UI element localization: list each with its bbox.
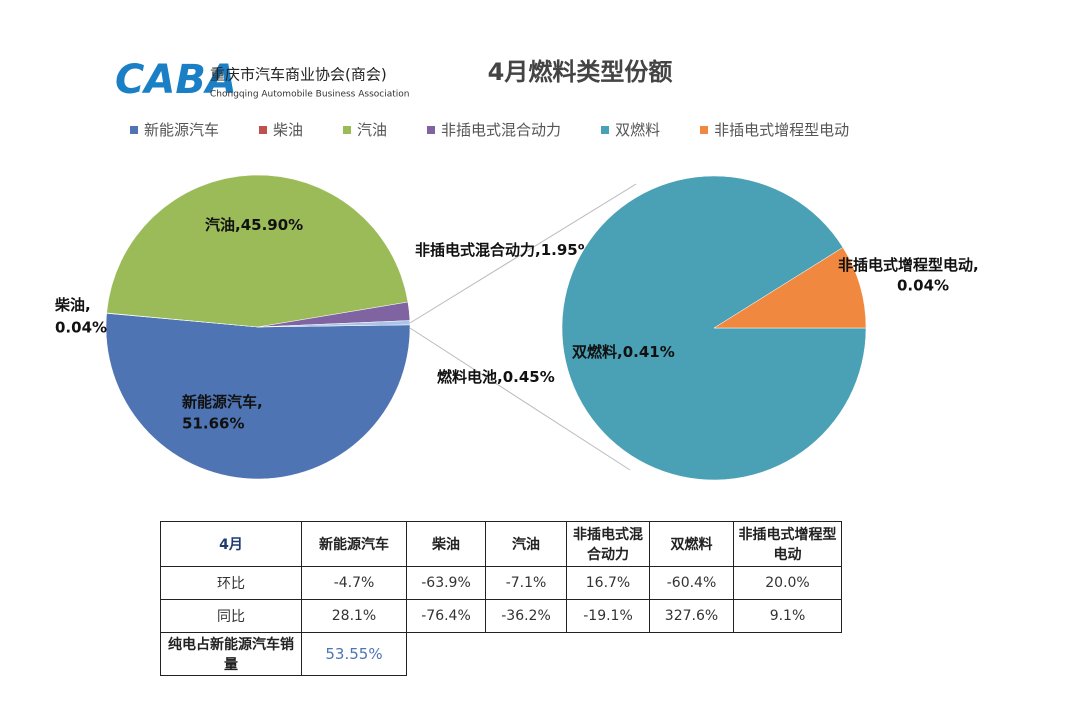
pie-slice	[713, 247, 867, 329]
header-cell: 4月	[160, 521, 302, 567]
header-cell: 非插电式增程型电动	[733, 521, 842, 567]
legend-label: 新能源汽车	[144, 121, 220, 139]
data-label: 双燃料,0.41%	[572, 343, 675, 361]
legend-swatch	[259, 125, 268, 134]
label-name: 汽油	[205, 216, 235, 234]
header-row: 4月 新能源汽车 柴油 汽油 非插电式混合动力 双燃料 非插电式增程型电动	[160, 521, 842, 567]
label-value: 45.90%	[241, 216, 303, 234]
data-label: 燃料电池,0.45%	[437, 368, 555, 386]
data-label: 柴油,	[54, 296, 91, 314]
label-name: 非插电式增程型电动	[838, 256, 973, 274]
chart-title: 4月燃料类型份额	[488, 58, 673, 86]
label-name: 双燃料	[572, 343, 617, 361]
pie-slice	[257, 320, 411, 328]
data-table: 4月 新能源汽车 柴油 汽油 非插电式混合动力 双燃料 非插电式增程型电动 环比 -4.7% -6…	[160, 521, 842, 676]
table-cell: -76.4%	[406, 599, 486, 633]
label-sep: ,	[257, 393, 263, 411]
data-label-value: 0.04%	[897, 277, 949, 295]
legend-item: 非插电式混合动力	[427, 119, 561, 140]
table-cell: 20.0%	[733, 566, 842, 600]
legend-item: 柴油	[259, 119, 303, 140]
legend-item: 新能源汽车	[130, 119, 219, 140]
table-cell: 纯电占新能源汽车销量	[160, 632, 302, 676]
table-cell: 同比	[160, 599, 302, 633]
label-name: 柴油	[54, 296, 85, 314]
legend-label: 柴油	[273, 121, 304, 139]
table-row: 同比 28.1% -76.4% -36.2% -19.1% 327.6% 9.1%	[160, 599, 842, 633]
header-cell: 新能源汽车	[301, 521, 407, 567]
org-name-en: Chongqing Automobile Business Associatio…	[210, 90, 409, 100]
header-cell: 非插电式混合动力	[566, 521, 650, 567]
label-value: 1.95%	[541, 241, 593, 259]
table-cell: 327.6%	[649, 599, 734, 633]
table-row: 纯电占新能源汽车销量 53.55%	[160, 632, 842, 676]
table-cell: -36.2%	[485, 599, 567, 633]
legend-swatch	[130, 125, 138, 134]
label-sep: ,	[235, 216, 241, 234]
logo: CABA	[115, 57, 237, 103]
table-cell: -4.7%	[301, 566, 407, 600]
legend-swatch	[343, 125, 352, 134]
table-row: 环比 -4.7% -63.9% -7.1% 16.7% -60.4% 20.0%	[160, 566, 842, 600]
legend-swatch	[601, 125, 610, 134]
label-sep: ,	[973, 256, 979, 274]
label-sep: ,	[617, 343, 623, 361]
legend-label: 汽油	[357, 121, 388, 139]
legend-item: 非插电式增程型电动	[700, 119, 849, 140]
pie-slice	[105, 313, 411, 480]
data-label: 非插电式混合动力,1.95%	[415, 241, 593, 259]
data-label-value: 51.66%	[182, 415, 244, 433]
table-cell: -7.1%	[485, 566, 567, 600]
label-name: 燃料电池	[437, 368, 497, 386]
legend-item: 汽油	[343, 119, 387, 140]
data-label: 新能源汽车,	[182, 393, 263, 411]
label-sep: ,	[497, 368, 503, 386]
label-name: 非插电式混合动力	[415, 241, 535, 259]
table-cell: -19.1%	[566, 599, 650, 633]
table-cell: -63.9%	[406, 566, 486, 600]
legend-swatch	[700, 125, 709, 134]
org-name: 重庆市汽车商业协会(商会)	[210, 66, 387, 84]
legend: 新能源汽车 柴油 汽油 非插电式混合动力 双燃料 非插电式增程型电动	[130, 119, 889, 140]
table-cell: 28.1%	[301, 599, 407, 633]
legend-label: 非插电式增程型电动	[714, 121, 850, 139]
table-cell: 16.7%	[566, 566, 650, 600]
data-label-value: 0.04%	[55, 319, 107, 337]
header-cell: 汽油	[485, 521, 567, 567]
data-label: 汽油,45.90%	[205, 216, 303, 234]
data-label: 非插电式增程型电动,	[838, 256, 979, 274]
header-cell: 柴油	[406, 521, 486, 567]
connector	[409, 183, 637, 324]
legend-label: 非插电式混合动力	[441, 121, 562, 139]
legend-item: 双燃料	[601, 119, 660, 140]
label-name: 新能源汽车	[182, 393, 257, 411]
connector	[409, 327, 631, 471]
table-cell: 9.1%	[733, 599, 842, 633]
label-sep: ,	[535, 241, 541, 259]
table-cell: 环比	[160, 566, 302, 600]
legend-label: 双燃料	[615, 121, 661, 139]
pie-slice	[106, 174, 409, 328]
header-cell: 双燃料	[649, 521, 734, 567]
label-value: 0.41%	[623, 343, 675, 361]
label-value: 0.45%	[503, 368, 555, 386]
legend-swatch	[427, 125, 436, 134]
table-cell: 53.55%	[301, 632, 407, 676]
label-sep: ,	[85, 296, 91, 314]
table-cell: -60.4%	[649, 566, 734, 600]
